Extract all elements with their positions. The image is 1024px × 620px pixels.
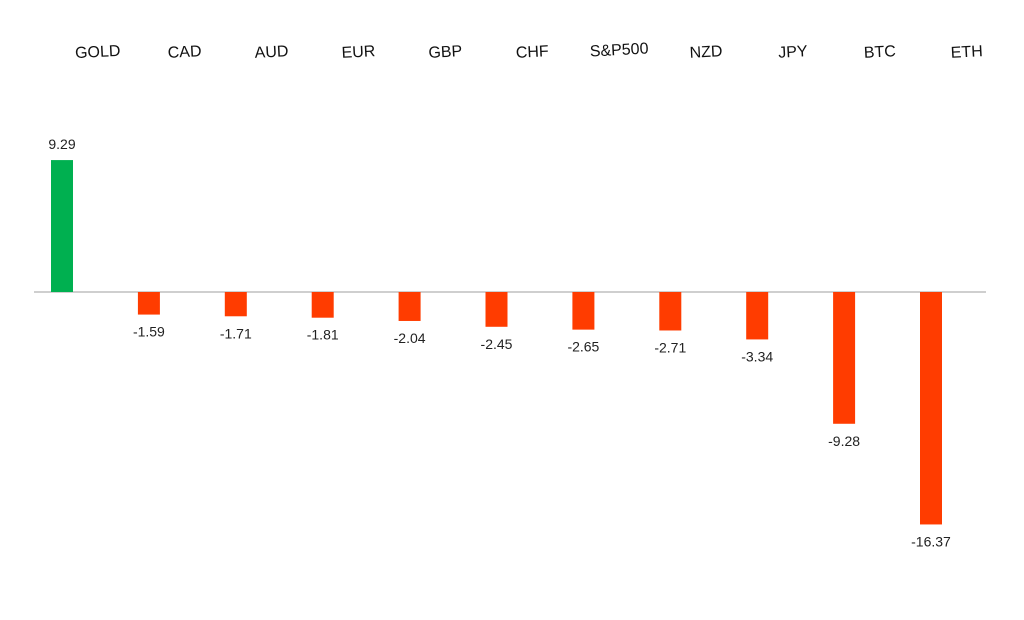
value-label-aud: -1.71	[220, 325, 252, 341]
value-label-eur: -1.81	[307, 327, 339, 343]
value-label-chf: -2.45	[481, 336, 513, 352]
value-label-s-p500: -2.65	[567, 339, 599, 355]
bar-eth	[920, 292, 942, 525]
value-label-eth: -16.37	[911, 533, 951, 549]
bar-nzd	[659, 292, 682, 331]
category-label-s-p500: S&P500	[589, 40, 649, 60]
bar-s-p500	[572, 292, 595, 330]
category-label-cad: CAD	[167, 43, 202, 62]
value-label-jpy: -3.34	[741, 348, 773, 364]
category-label-nzd: NZD	[689, 43, 723, 62]
value-label-cad: -1.59	[133, 324, 165, 340]
bar-eur	[311, 292, 334, 318]
bar-cad	[137, 292, 160, 315]
category-label-chf: CHF	[515, 43, 549, 62]
category-label-eur: EUR	[341, 43, 376, 62]
category-labels: GOLD CAD AUD EUR GBP CHF S&P500 NZD JPY BTC ETH	[75, 40, 984, 62]
category-label-btc: BTC	[863, 43, 896, 62]
category-label-jpy: JPY	[778, 43, 809, 62]
value-labels: 9.29 -1.59 -1.71 -1.81 -2.04 -2.45 -2.65 -2.71 -…	[48, 136, 951, 549]
category-label-gbp: GBP	[428, 43, 463, 62]
value-label-gbp: -2.04	[394, 330, 426, 346]
bar-aud	[224, 292, 247, 317]
value-label-btc: -9.28	[828, 433, 860, 449]
bar-gbp	[398, 292, 421, 321]
value-label-nzd: -2.71	[654, 339, 686, 355]
bar-jpy	[746, 292, 769, 340]
bar-gold	[51, 160, 73, 292]
bar-btc	[833, 292, 856, 424]
category-label-gold: GOLD	[75, 43, 121, 62]
category-label-aud: AUD	[254, 43, 289, 62]
value-label-gold: 9.29	[48, 136, 75, 152]
bar-chf	[485, 292, 508, 327]
bars	[51, 160, 942, 525]
category-label-eth: ETH	[950, 43, 983, 62]
